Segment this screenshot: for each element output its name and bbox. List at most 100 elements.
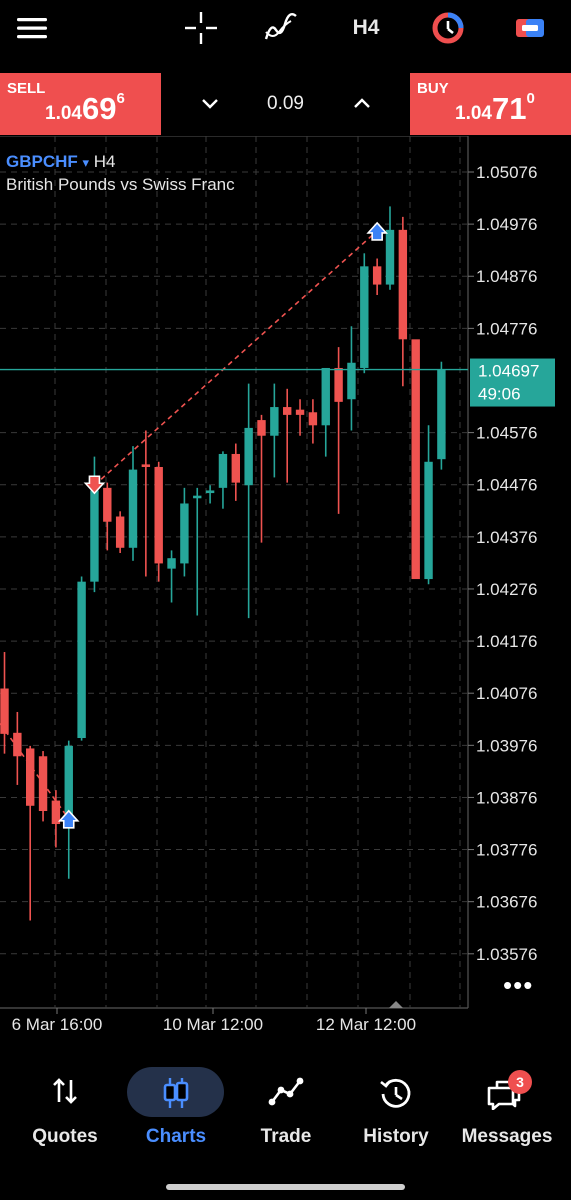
y-axis-tick-label: 1.03676	[476, 893, 537, 912]
candle-body	[424, 461, 433, 580]
y-axis-tick-label: 1.04876	[476, 267, 537, 286]
y-axis-tick-label: 1.04076	[476, 684, 537, 703]
clock-color-icon	[432, 12, 464, 44]
nav-trade-label: Trade	[260, 1126, 312, 1147]
nav-charts-label: Charts	[145, 1126, 207, 1147]
candle-body	[128, 469, 138, 548]
chart-timeframe: H4	[93, 152, 116, 171]
trade-link-line	[0, 722, 70, 820]
candle-body	[193, 495, 202, 499]
candle-body	[283, 407, 292, 415]
y-axis-tick-label: 1.04576	[476, 424, 537, 443]
chevron-down-icon[interactable]	[201, 98, 219, 110]
crosshair-button[interactable]	[182, 8, 220, 48]
sell-button[interactable]: SELL 1.04696	[0, 73, 161, 135]
candle-body	[218, 453, 228, 488]
quotes-arrows-icon	[53, 1078, 77, 1104]
y-axis-tick-label: 1.03576	[476, 945, 537, 964]
sell-label: SELL	[7, 80, 46, 97]
y-axis-tick-label: 1.04176	[476, 632, 537, 651]
candle-body	[398, 229, 408, 340]
sell-price: 1.04696	[45, 90, 125, 127]
nav-history[interactable]: History	[354, 1062, 438, 1157]
bid-price-box	[470, 358, 555, 407]
one-click-trade-button[interactable]	[512, 8, 548, 48]
candle-body	[141, 464, 151, 467]
candle-body	[308, 412, 318, 426]
buy-label: BUY	[417, 80, 449, 97]
candle-body	[437, 369, 446, 460]
sell-price-pips: 69	[81, 91, 117, 126]
buy-trade-arrow-icon[interactable]	[366, 221, 388, 241]
volume-control: 0.09	[161, 73, 410, 135]
buy-button[interactable]: BUY 1.04710	[410, 73, 571, 135]
candle-body	[77, 581, 86, 739]
candle-body	[205, 490, 215, 494]
indicator-wave-icon	[264, 13, 297, 40]
chart-area[interactable]: 1.05076 1.04976 1.04876 1.04776 1.04576 1.044…	[0, 136, 571, 1038]
objects-button[interactable]	[430, 8, 466, 48]
nav-trade[interactable]: Trade	[244, 1062, 328, 1157]
y-axis-tick-label: 1.04976	[476, 215, 537, 234]
candle-body	[411, 339, 420, 580]
candle-body	[103, 487, 112, 522]
y-axis-tick-label: 1.04476	[476, 476, 537, 495]
x-axis-tick-label: 10 Mar 12:00	[163, 1015, 263, 1034]
hamburger-icon	[17, 18, 47, 39]
buy-trade-arrow-icon[interactable]	[57, 809, 80, 829]
indicators-button[interactable]	[262, 8, 300, 48]
nav-charts[interactable]: Charts	[130, 1062, 222, 1157]
candle-body	[270, 407, 279, 436]
nav-history-label: History	[363, 1126, 429, 1147]
sell-trade-arrow-icon[interactable]	[83, 475, 106, 495]
candle-body	[90, 490, 99, 582]
candle-body	[257, 420, 266, 436]
candle-body	[26, 748, 35, 806]
nav-messages[interactable]: 3 Messages	[458, 1062, 556, 1157]
trade-trend-icon	[268, 1077, 304, 1106]
menu-button[interactable]	[14, 8, 50, 48]
timeframe-label: H4	[352, 16, 380, 39]
nav-quotes[interactable]: Quotes	[22, 1062, 108, 1157]
candle-body	[167, 558, 176, 569]
volume-value[interactable]: 0.09	[267, 93, 304, 114]
sell-price-prefix: 1.04	[45, 103, 82, 124]
history-clock-icon	[380, 1078, 411, 1108]
candle-body	[347, 362, 356, 400]
candle-body	[231, 453, 240, 483]
bottom-navigation: Quotes Charts Trade History	[0, 1062, 571, 1162]
candle-body	[372, 266, 382, 285]
nav-quotes-label: Quotes	[32, 1126, 98, 1147]
timeframe-button[interactable]: H4	[346, 8, 386, 48]
candle-body	[154, 466, 163, 564]
candle-body	[385, 229, 395, 285]
candle-body	[13, 732, 22, 757]
scroll-end-handle-icon[interactable]	[389, 1001, 403, 1008]
top-toolbar: H4	[0, 0, 571, 56]
chart-symbol-title[interactable]: GBPCHF ▾ H4	[6, 152, 116, 172]
home-indicator[interactable]	[166, 1184, 405, 1190]
candle-body	[180, 503, 189, 564]
candle-body	[334, 367, 343, 402]
y-axis-tick-label: 1.04276	[476, 580, 537, 599]
x-axis-tick-label: 12 Mar 12:00	[316, 1015, 416, 1034]
messages-badge: 3	[508, 1070, 532, 1094]
symbol-caret-icon[interactable]: ▾	[82, 155, 90, 170]
candlestick-chart[interactable]: 1.05076 1.04976 1.04876 1.04776 1.04576 1.044…	[0, 136, 571, 1038]
candle-body	[360, 266, 369, 368]
chart-description: British Pounds vs Swiss Franc	[6, 175, 235, 194]
trade-link-line	[93, 230, 378, 486]
chart-more-button[interactable]: •••	[503, 970, 534, 1000]
bid-price-label: 1.04697	[478, 362, 539, 381]
candle-body	[64, 745, 73, 822]
chevron-up-icon[interactable]	[353, 97, 371, 109]
buy-price-fraction: 0	[526, 90, 535, 107]
charts-candles-icon	[163, 1078, 189, 1108]
chart-symbol[interactable]: GBPCHF	[6, 152, 78, 171]
candle-body	[115, 516, 125, 548]
bar-countdown-label: 49:06	[478, 385, 521, 404]
one-click-trade-icon	[516, 19, 544, 37]
y-axis-tick-label: 1.03776	[476, 841, 537, 860]
x-axis-tick-label: 6 Mar 16:00	[12, 1015, 103, 1034]
y-axis-tick-label: 1.04776	[476, 319, 537, 338]
